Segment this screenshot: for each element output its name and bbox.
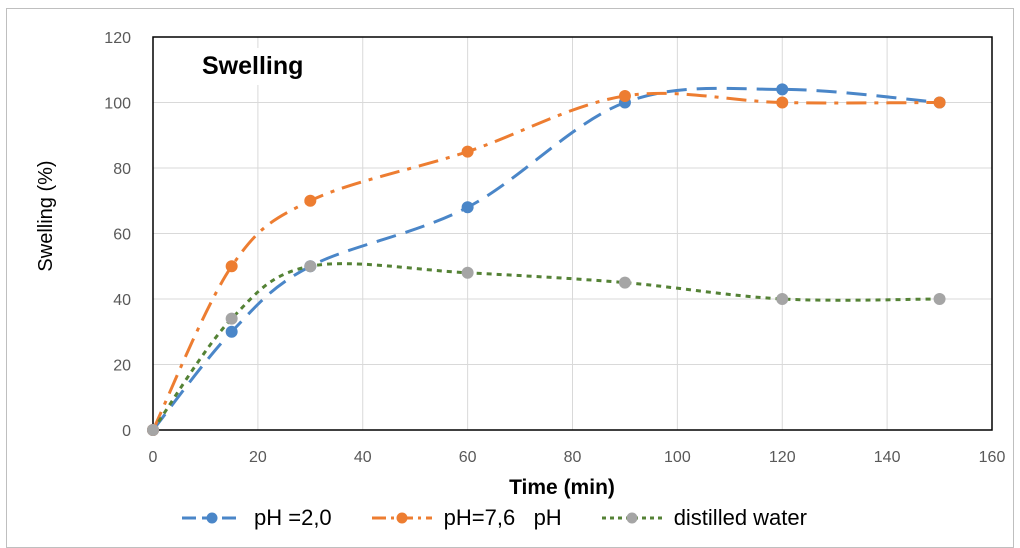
chart-title: Swelling: [188, 48, 318, 85]
legend-label-ph-2: pH =2,0: [254, 505, 332, 530]
data-point-series-0: [776, 83, 789, 96]
data-point-series-2: [933, 293, 946, 305]
legend-label-distilled-water: distilled water: [673, 505, 807, 530]
data-point-series-2: [304, 260, 317, 273]
data-point-series-1: [304, 194, 317, 207]
y-tick-label: 40: [113, 292, 131, 309]
y-tick-label: 100: [104, 96, 131, 113]
series-line-2: [151, 262, 940, 431]
legend-item-ph-2: pH =2,0: [180, 505, 332, 531]
plot-area-border: [152, 36, 993, 431]
series-layer: [147, 83, 946, 436]
x-tick-label: 120: [769, 449, 796, 466]
legend-swatch-distilled-water: [601, 512, 662, 524]
grid: [152, 36, 993, 431]
x-tick-label: 100: [664, 449, 691, 466]
legend-label-ph-7: pH=7,6 pH: [443, 505, 562, 530]
data-point-series-0: [461, 201, 474, 214]
x-tick-label: 140: [874, 449, 901, 466]
y-axis-label: Swelling (%): [35, 160, 57, 271]
data-point-series-1: [225, 260, 238, 273]
legend: pH =2,0 pH=7,6 pH distilled water: [180, 505, 845, 531]
legend-swatch-ph-2: [182, 512, 242, 524]
data-point-series-2: [147, 424, 159, 436]
y-tick-label: 60: [113, 227, 131, 244]
series-line-0: [151, 86, 940, 431]
y-tick-label: 120: [104, 30, 131, 47]
data-point-series-2: [618, 276, 631, 289]
y-tick-label: 0: [122, 423, 131, 440]
line-chart: 0 20 40 60 80 100 120 0 20 40 60 80 100 120 140 160 Swe…: [35, 30, 1005, 499]
x-tick-label: 0: [149, 449, 158, 466]
x-tick-label: 80: [564, 449, 582, 466]
data-point-series-0: [225, 325, 238, 338]
data-point-series-2: [461, 266, 474, 279]
x-tick-label: 20: [249, 449, 267, 466]
x-tick-label: 60: [459, 449, 477, 466]
x-axis-label: Time (min): [509, 476, 615, 499]
legend-item-distilled-water: distilled water: [600, 505, 807, 531]
legend-swatch-ph-7: [371, 512, 432, 524]
series-line-1: [151, 91, 940, 431]
legend-item-ph-7: pH=7,6 pH: [370, 505, 562, 531]
x-tick-label: 160: [979, 449, 1006, 466]
x-tick-label: 40: [354, 449, 372, 466]
data-point-series-2: [225, 312, 238, 325]
y-tick-label: 20: [113, 358, 131, 375]
data-point-series-1: [776, 96, 789, 109]
axes: 0 20 40 60 80 100 120 0 20 40 60 80 100 120 140 160: [104, 30, 1005, 466]
data-point-series-1: [618, 89, 631, 102]
data-point-series-2: [776, 293, 789, 305]
data-point-series-1: [461, 145, 474, 158]
y-tick-label: 80: [113, 161, 131, 178]
data-point-series-1: [933, 96, 946, 109]
